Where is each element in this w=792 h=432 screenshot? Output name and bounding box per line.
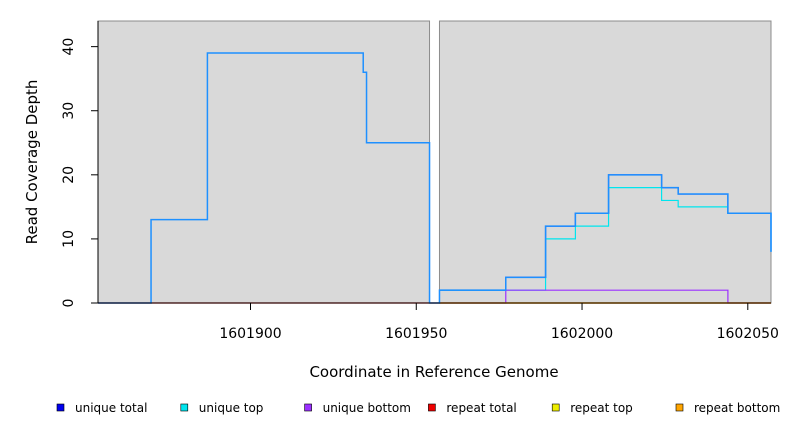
y-tick-label: 20 [61,166,77,184]
legend-item-unique-total: unique total [56,401,147,415]
legend-swatch [551,403,560,412]
plot-panel-1 [97,20,431,304]
legend-label: repeat total [446,401,516,415]
series-line-coverage-7 [98,52,772,304]
legend-item-repeat-total: repeat total [428,401,517,415]
legend-label: repeat bottom [694,401,780,415]
x-axis-label: Coordinate in Reference Genome [309,363,558,381]
axes: 0 10 20 30 40 1601900 1601950 1602000 1602050 [61,21,779,342]
legend-swatch [180,403,189,412]
legend-item-unique-bottom: unique bottom [304,401,411,415]
x-tick-label: 1601950 [385,326,447,342]
legend-swatch [675,403,684,412]
x-tick-label: 1602000 [551,326,613,342]
y-tick-label: 40 [61,38,77,56]
legend-label: unique top [199,401,264,415]
legend-item-repeat-top: repeat top [551,401,633,415]
legend-swatch [304,403,312,412]
legend-item-repeat-bottom: repeat bottom [675,401,780,415]
legend-label: repeat top [570,401,633,415]
y-tick-label: 10 [61,230,77,248]
x-tick-label: 1602050 [717,326,779,342]
x-tick-label: 1601900 [219,326,281,342]
y-tick-label: 30 [61,102,77,120]
legend-label: unique total [75,401,147,415]
legend-item-unique-top: unique top [180,401,264,415]
y-axis-label: Read Coverage Depth [23,80,41,245]
plot-panel-2 [438,20,772,304]
legend: unique total unique top unique bottom repea… [56,401,780,415]
plot-panels [97,20,772,304]
legend-swatch [428,403,436,412]
legend-swatch [56,403,65,412]
legend-label: unique bottom [323,401,411,415]
y-tick-label: 0 [61,299,77,308]
